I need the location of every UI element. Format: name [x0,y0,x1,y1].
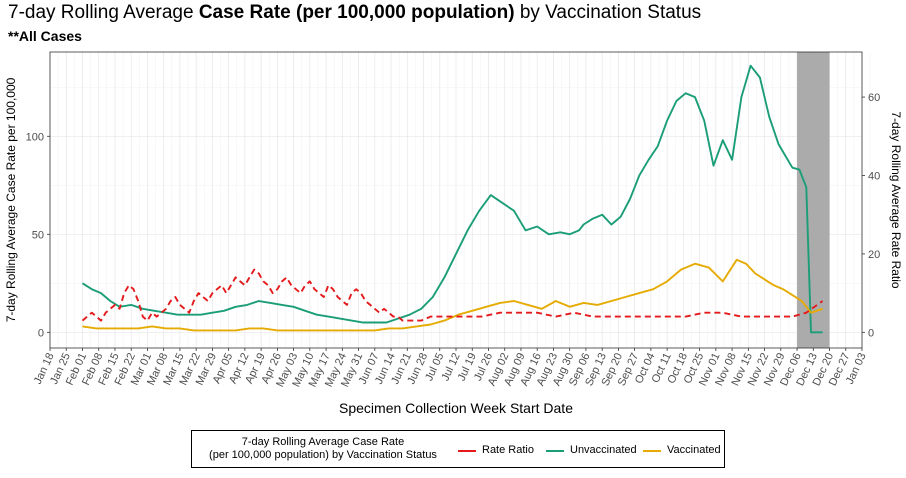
y-axis-ticks: 0 50 100 [26,131,50,339]
gridlines [49,52,871,348]
legend-key-rate-ratio [458,450,476,452]
legend-title-line-2: (per 100,000 population) by Vaccination … [209,449,437,461]
series-line-vaccinated [82,258,823,332]
y-tick-label: 0 [38,327,44,339]
legend-key-unvaccinated [546,450,564,452]
title-prefix: 7-day Rolling Average [8,2,199,23]
y2-tick-label: 0 [868,327,874,339]
legend-key-vaccinated [643,450,661,452]
shaded-region-group [797,52,830,348]
legend: 7-day Rolling Average Case Rate (per 100… [191,430,725,468]
y-tick-label: 100 [26,131,44,143]
y-tick-label: 50 [32,229,44,241]
shaded-region [797,52,830,348]
x-axis-title: Specimen Collection Week Start Date [339,400,573,416]
title-suffix: by Vaccination Status [514,2,702,23]
legend-label-rate-ratio: Rate Ratio [482,444,534,456]
chart-title: 7-day Rolling Average Case Rate (per 100… [8,2,701,24]
legend-label-unvaccinated: Unvaccinated [570,444,637,456]
legend-label-vaccinated: Vaccinated [667,444,721,456]
chart-subtitle: **All Cases [8,28,82,44]
y2-axis-title: 7-day Rolling Average Rate Ratio [889,111,903,289]
y2-tick-label: 40 [868,170,880,182]
series-line-unvaccinated [81,64,823,334]
legend-title-line-1: 7-day Rolling Average Case Rate [241,436,405,448]
y2-tick-label: 20 [868,249,880,261]
legend-title: 7-day Rolling Average Case Rate (per 100… [198,436,448,462]
series-line-rate-ratio [81,268,824,322]
title-bold: Case Rate (per 100,000 population) [198,2,515,23]
y-axis-title: 7-day Rolling Average Case Rate per 100,… [4,77,18,322]
y2-axis-ticks: 0 20 40 60 [862,92,880,339]
y2-tick-label: 60 [868,92,880,104]
series-lines [81,64,824,334]
